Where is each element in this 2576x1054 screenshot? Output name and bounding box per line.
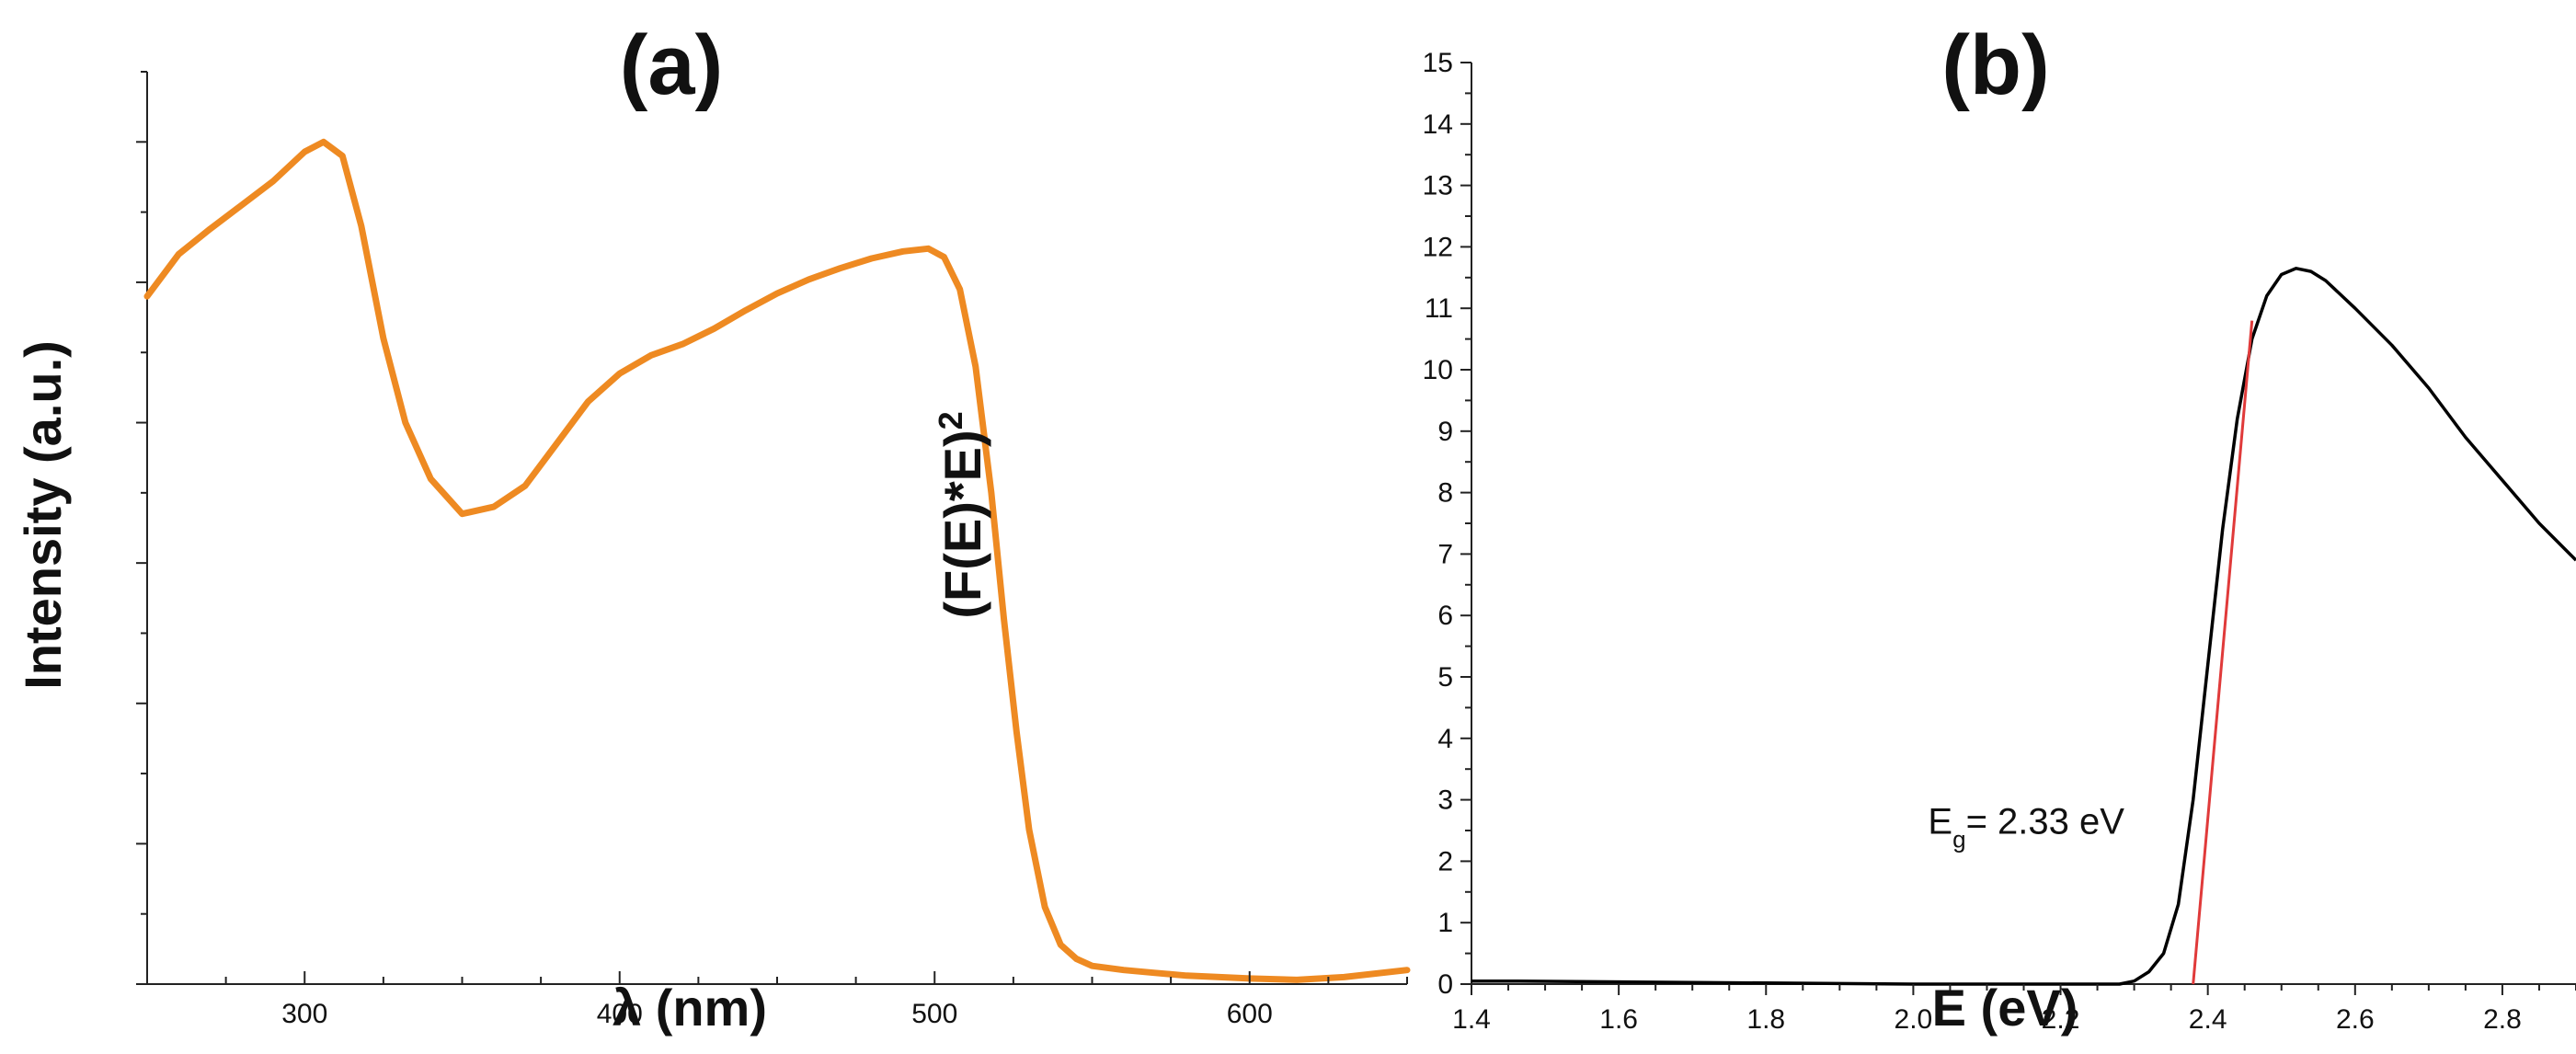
panel-b-y-tick-label: 6	[1437, 601, 1453, 631]
panel-b-y-tick-label: 8	[1437, 478, 1453, 509]
panel-a-x-tick-label: 300	[281, 999, 327, 1029]
panel-b-y-tick-label: 3	[1437, 785, 1453, 816]
panel-a-plot-area	[143, 72, 1411, 985]
panel-b-y-tick-label: 5	[1437, 662, 1453, 693]
panel-b-y-axis-title-main: (F(E)*E)	[933, 430, 991, 618]
panel-b-title: (b)	[1941, 18, 2049, 112]
panel-b-x-axis-title: E (eV)	[1932, 979, 2078, 1037]
panel-b-y-tick-label: 1	[1437, 908, 1453, 938]
panel-a: (a) 300 400 500 600 λ (nm) Intensity (a.u.)	[14, 18, 1411, 1037]
panel-b-y-tick-label: 15	[1423, 48, 1453, 78]
panel-a-x-tick-label: 500	[911, 999, 957, 1029]
panel-b-y-tick-label: 9	[1437, 417, 1453, 447]
panel-b-x-ticks: 1.4 1.6 1.8 2.0 2.2 2.4 2.6 2.8	[1452, 984, 2576, 1035]
panel-b-y-tick-label: 0	[1437, 969, 1453, 1000]
panel-b-x-tick-label: 2.6	[2336, 1004, 2375, 1035]
panel-b-y-axis-title: (F(E)*E)2	[932, 411, 992, 618]
panel-b-annotation-rest: = 2.33 eV	[1966, 801, 2125, 842]
panel-a-series-line	[143, 138, 1411, 983]
panel-b-y-tick-label: 11	[1425, 293, 1453, 324]
panel-b-y-tick-label: 2	[1437, 846, 1453, 876]
panel-b-x-tick-label: 1.4	[1452, 1004, 1491, 1035]
panel-b-x-tick-label: 2.2	[2042, 1004, 2080, 1035]
panel-a-y-axis-title: Intensity (a.u.)	[14, 340, 72, 690]
panel-a-x-tick-label: 600	[1227, 999, 1273, 1029]
panel-b-series-line	[1471, 267, 2576, 986]
panel-a-y-ticks	[136, 71, 147, 985]
panel-a-title: (a)	[620, 18, 723, 112]
panel-b-y-axis-title-sup: 2	[932, 411, 969, 430]
panel-b-x-tick-label: 2.8	[2483, 1004, 2522, 1035]
panel-b-x-tick-label: 1.6	[1599, 1004, 1638, 1035]
panel-b: (b) 1.4 1.6 1.8 2.0 2.2 2.4 2.6 2.8 01234567891…	[932, 18, 2576, 1037]
panel-b-annotation-e: E	[1928, 801, 1952, 842]
panel-b-y-tick-label: 13	[1423, 171, 1453, 201]
panel-b-x-tick-label: 2.0	[1895, 1004, 1933, 1035]
panel-b-bandgap-annotation: Eg= 2.33 eV	[1928, 801, 2124, 853]
panel-b-plot-area	[1471, 63, 2576, 986]
panel-b-y-tick-label: 7	[1437, 539, 1453, 569]
panel-b-x-tick-label: 2.4	[2189, 1004, 2227, 1035]
panel-a-x-axis-title: λ (nm)	[613, 979, 767, 1037]
panel-b-tangent-line	[2192, 320, 2254, 985]
panel-b-y-tick-label: 10	[1423, 355, 1453, 385]
panel-b-y-tick-label: 14	[1423, 109, 1453, 140]
panel-b-y-tick-label: 12	[1423, 232, 1453, 262]
panel-b-x-tick-label: 1.8	[1746, 1004, 1785, 1035]
panel-b-y-tick-label: 4	[1437, 724, 1453, 754]
panel-b-annotation-sub: g	[1952, 825, 1965, 853]
panel-a-x-ticks: 300 400 500 600	[146, 971, 1408, 1029]
panel-a-x-tick-label: 400	[597, 999, 643, 1029]
